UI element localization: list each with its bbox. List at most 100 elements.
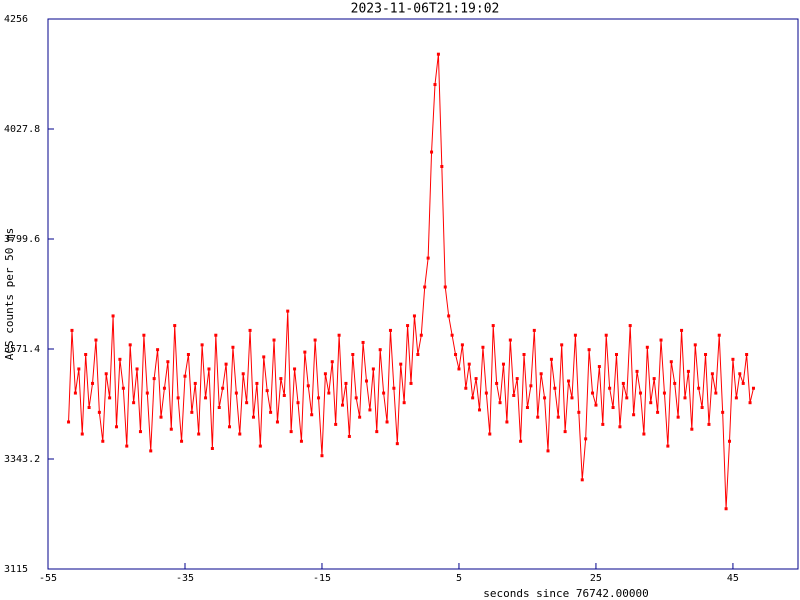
data-point (299, 439, 303, 443)
data-point (563, 430, 567, 434)
data-point (293, 367, 297, 371)
data-point (731, 357, 735, 361)
data-point (567, 379, 571, 383)
data-point (347, 434, 351, 438)
data-point (724, 507, 728, 511)
data-point (87, 406, 91, 410)
data-point (303, 350, 307, 354)
data-point (587, 348, 591, 352)
data-point (460, 343, 464, 347)
data-point (447, 314, 451, 318)
data-point (289, 430, 293, 434)
data-point (416, 352, 420, 356)
data-point (419, 333, 423, 337)
data-point (662, 391, 666, 395)
data-point (162, 386, 166, 390)
data-point (67, 420, 71, 424)
data-point (467, 362, 471, 366)
data-point (601, 422, 605, 426)
data-point (337, 333, 341, 337)
data-point (245, 401, 249, 405)
y-tick-label: 3115 (4, 564, 28, 575)
data-point (635, 369, 639, 373)
data-point (649, 401, 653, 405)
data-point (430, 150, 434, 154)
data-point (522, 352, 526, 356)
data-point (625, 396, 629, 400)
data-point (642, 432, 646, 436)
data-point (721, 410, 725, 414)
data-point (714, 391, 718, 395)
data-point (680, 328, 684, 332)
data-point (248, 328, 252, 332)
data-point (621, 381, 625, 385)
x-tick-label: -55 (39, 573, 57, 584)
data-point (97, 410, 101, 414)
data-point (101, 439, 105, 443)
data-point (591, 391, 595, 395)
data-point (436, 52, 440, 56)
data-point (323, 372, 327, 376)
x-tick-label: 5 (456, 573, 462, 584)
data-point (512, 393, 516, 397)
data-point (399, 362, 403, 366)
data-point (632, 413, 636, 417)
data-point (539, 372, 543, 376)
data-point (618, 425, 622, 429)
data-point (135, 367, 139, 371)
data-point (138, 430, 142, 434)
data-point (508, 338, 512, 342)
data-point (334, 422, 338, 426)
data-point (450, 333, 454, 337)
data-point (114, 425, 118, 429)
data-point (388, 328, 392, 332)
data-point (669, 360, 673, 364)
data-point (402, 401, 406, 405)
data-point (272, 338, 276, 342)
data-point (156, 348, 160, 352)
data-point (275, 420, 279, 424)
data-point (594, 403, 598, 407)
data-point (666, 444, 670, 448)
data-point (505, 420, 509, 424)
data-point (529, 384, 533, 388)
data-point (748, 401, 752, 405)
data-point (231, 345, 235, 349)
data-point (228, 425, 232, 429)
data-point (296, 401, 300, 405)
data-point (426, 256, 430, 260)
y-tick-label: 3799.6 (4, 234, 40, 245)
data-point (310, 413, 314, 417)
data-point (652, 377, 656, 381)
data-point (392, 386, 396, 390)
data-point (125, 444, 129, 448)
data-point (190, 410, 194, 414)
data-point (306, 384, 310, 388)
data-point (412, 314, 416, 318)
y-tick-label: 3571.4 (4, 344, 40, 355)
data-point (478, 408, 482, 412)
data-point (734, 396, 738, 400)
x-tick-label: -15 (313, 573, 331, 584)
data-point (84, 352, 88, 356)
data-point (173, 324, 177, 328)
data-point (70, 328, 74, 332)
data-point (238, 432, 242, 436)
data-point (697, 386, 701, 390)
data-point (385, 420, 389, 424)
data-point (656, 410, 660, 414)
data-point (121, 386, 125, 390)
data-point (700, 406, 704, 410)
data-point (149, 449, 153, 453)
data-point (745, 352, 749, 356)
data-point (707, 422, 711, 426)
data-point (519, 439, 523, 443)
data-point (717, 333, 721, 337)
data-point (317, 396, 321, 400)
data-point (375, 430, 379, 434)
data-point (327, 391, 331, 395)
data-point (262, 355, 266, 359)
data-point (378, 348, 382, 352)
data-point (673, 381, 677, 385)
data-point (433, 83, 437, 87)
